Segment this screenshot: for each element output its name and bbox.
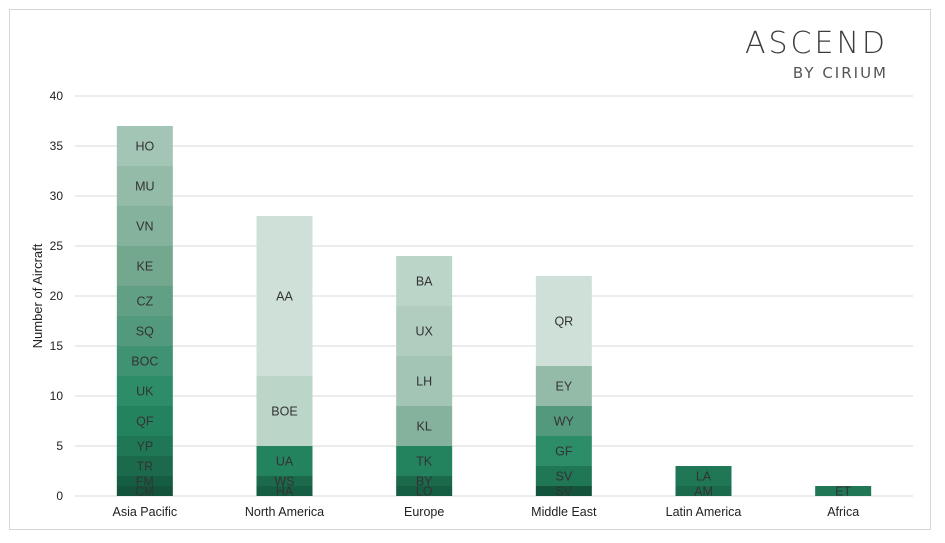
bar-segment xyxy=(815,486,872,496)
bar-segment xyxy=(116,246,173,286)
y-tick-label: 0 xyxy=(56,489,63,503)
segment-label: BOC xyxy=(131,355,158,369)
bar-segment xyxy=(535,406,592,436)
segment-label: UX xyxy=(415,325,433,339)
segment-label: TK xyxy=(416,455,433,469)
segment-label: LA xyxy=(696,470,712,484)
x-tick-label: Asia Pacific xyxy=(113,505,178,519)
gridlines xyxy=(75,95,913,497)
bar-segment xyxy=(116,316,173,346)
y-tick-label: 30 xyxy=(50,189,64,203)
bar-segment xyxy=(116,476,173,486)
y-axis-label: Number of Aircraft xyxy=(30,243,45,348)
segment-label: MU xyxy=(135,180,154,194)
bar-segment xyxy=(396,356,453,406)
x-tick-label: Africa xyxy=(827,505,859,519)
segment-label: FM xyxy=(136,475,154,489)
segment-label: AM xyxy=(694,485,713,499)
y-tick-label: 40 xyxy=(50,89,64,103)
bar-stack: ET xyxy=(815,485,872,499)
bar-segment xyxy=(675,486,732,496)
segment-label: YP xyxy=(136,440,153,454)
bar-segment xyxy=(256,216,313,376)
segment-label: CZ xyxy=(136,295,153,309)
brand-name: ASCEND xyxy=(744,26,888,61)
segment-label: SV xyxy=(555,485,572,499)
bar-segment xyxy=(116,206,173,246)
y-tick-label: 25 xyxy=(50,239,64,253)
bar-segment xyxy=(535,486,592,496)
segment-label: BA xyxy=(416,275,433,289)
bar-segment xyxy=(675,466,732,486)
bar-segment xyxy=(396,446,453,476)
segment-label: SQ xyxy=(136,325,154,339)
bar-segment xyxy=(116,126,173,166)
segment-label: KL xyxy=(417,420,432,434)
bar-segment xyxy=(256,376,313,446)
y-tick-label: 20 xyxy=(50,289,64,303)
y-tick-label: 35 xyxy=(50,139,64,153)
segment-label: QF xyxy=(136,415,154,429)
segment-label: QR xyxy=(554,315,573,329)
brand-subtitle: BY CIRIUM xyxy=(792,64,888,82)
bar-segment xyxy=(116,406,173,436)
bar-segment xyxy=(396,406,453,446)
segment-label: WS xyxy=(274,475,294,489)
brand-logo: ASCEND BY CIRIUM xyxy=(745,26,888,82)
bar-segment xyxy=(396,306,453,356)
segment-label: ET xyxy=(835,485,851,499)
bar-segment xyxy=(396,476,453,486)
bar-segment xyxy=(116,166,173,206)
bar-segment xyxy=(116,286,173,316)
x-tick-label: Middle East xyxy=(531,505,597,519)
segment-label: LH xyxy=(416,375,432,389)
bar-segment xyxy=(535,366,592,406)
bar-segment xyxy=(116,376,173,406)
segment-label: SV xyxy=(555,470,572,484)
y-tick-label: 5 xyxy=(56,439,63,453)
segment-label: CM xyxy=(135,485,154,499)
x-tick-label: North America xyxy=(245,505,324,519)
segment-label: LO xyxy=(416,485,433,499)
bar-segment xyxy=(535,466,592,486)
segment-label: WY xyxy=(554,415,575,429)
segment-label: HO xyxy=(135,140,154,154)
segment-label: EY xyxy=(555,380,572,394)
bar-segment xyxy=(256,446,313,476)
bar-segment xyxy=(396,486,453,496)
segment-label: UA xyxy=(276,455,294,469)
y-tick-label: 10 xyxy=(50,389,64,403)
bar-segment xyxy=(116,346,173,376)
y-tick-label: 15 xyxy=(50,339,64,353)
segment-label: BOE xyxy=(271,405,297,419)
bar-segment xyxy=(116,436,173,456)
x-tick-label: Latin America xyxy=(666,505,742,519)
bar-segment xyxy=(256,486,313,496)
segment-label: AA xyxy=(276,290,293,304)
segment-label: GF xyxy=(555,445,573,459)
segment-label: HA xyxy=(276,485,294,499)
segment-label: TR xyxy=(136,460,153,474)
segment-label: UK xyxy=(136,385,154,399)
axes: 0 5 10 15 20 25 30 35 40 Asia Pacific North Americ… xyxy=(50,89,860,519)
segment-label: BY xyxy=(416,475,433,489)
bar-segment xyxy=(535,276,592,366)
bar-segment xyxy=(396,256,453,306)
bar-segment xyxy=(535,436,592,466)
bar-segment xyxy=(256,476,313,486)
segment-label: VN xyxy=(136,220,153,234)
x-tick-label: Europe xyxy=(404,505,444,519)
bar-segment xyxy=(116,486,173,496)
bar-segment xyxy=(116,456,173,476)
segment-label: KE xyxy=(136,260,153,274)
